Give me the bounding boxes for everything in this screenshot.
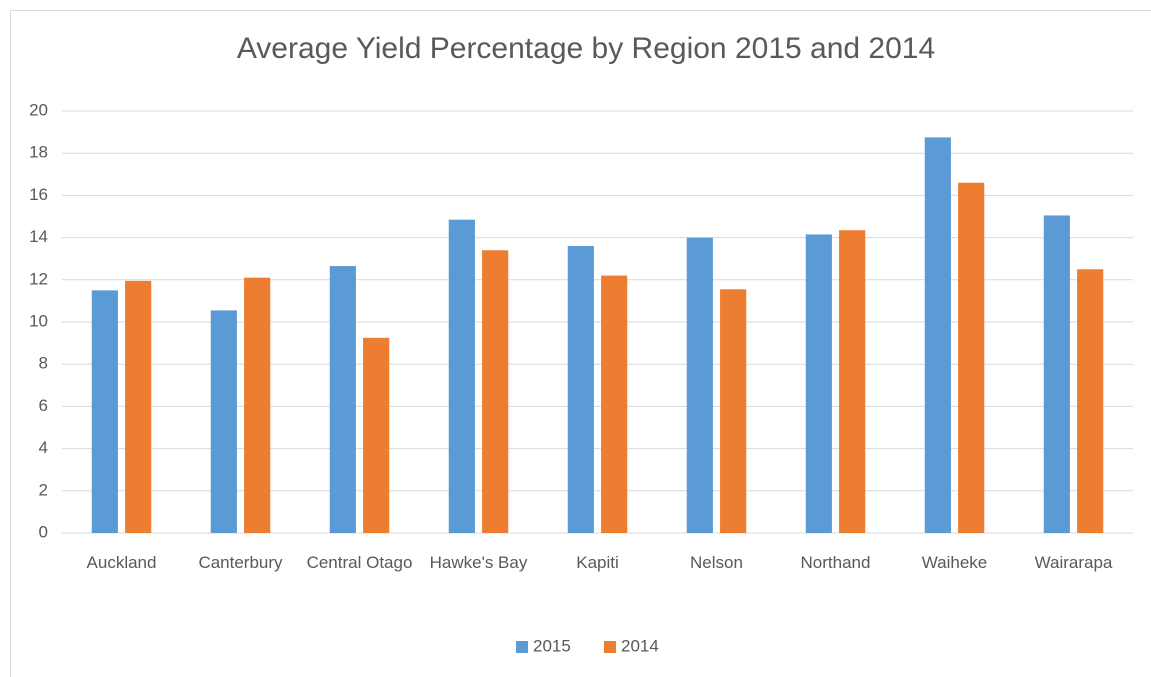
x-tick-label: Northand (800, 553, 871, 572)
bar (448, 219, 475, 534)
x-tick-label: Wairarapa (1034, 553, 1113, 572)
y-tick-label: 18 (29, 143, 48, 162)
x-tick-label: Nelson (690, 553, 743, 572)
y-tick-label: 0 (39, 522, 48, 541)
y-tick-label: 14 (29, 227, 48, 246)
bar (363, 337, 390, 533)
bar (244, 277, 271, 533)
bar (601, 275, 628, 533)
chart-title: Average Yield Percentage by Region 2015 … (237, 32, 935, 65)
bar (1043, 215, 1070, 533)
bar (805, 234, 832, 533)
y-tick-label: 8 (39, 354, 48, 373)
bar (1077, 269, 1104, 533)
y-tick-label: 2 (39, 480, 48, 499)
legend-label: 2015 (533, 636, 571, 655)
x-tick-label: Kapiti (576, 553, 619, 572)
bar (482, 250, 509, 533)
bar (210, 310, 237, 533)
x-tick-label: Waiheke (921, 553, 988, 572)
y-tick-label: 10 (29, 311, 48, 330)
legend-label: 2014 (621, 636, 659, 655)
bar (686, 237, 713, 533)
bar (958, 182, 985, 534)
bar (567, 246, 594, 534)
bar (329, 266, 356, 533)
x-tick-label: Hawke's Bay (429, 553, 528, 572)
x-tick-label: Auckland (86, 553, 157, 572)
y-tick-label: 12 (29, 269, 48, 288)
chart-border (10, 10, 1151, 677)
y-tick-label: 4 (39, 438, 48, 457)
bar (91, 290, 118, 533)
bar (924, 137, 951, 533)
y-tick-label: 6 (39, 396, 48, 415)
x-tick-label: Canterbury (198, 553, 283, 572)
bar (125, 280, 152, 533)
bar (720, 289, 747, 533)
y-tick-label: 16 (29, 185, 48, 204)
legend-swatch (516, 641, 528, 653)
legend-swatch (604, 641, 616, 653)
bar (839, 230, 866, 533)
y-tick-label: 20 (29, 100, 48, 119)
x-tick-label: Central Otago (306, 553, 413, 572)
